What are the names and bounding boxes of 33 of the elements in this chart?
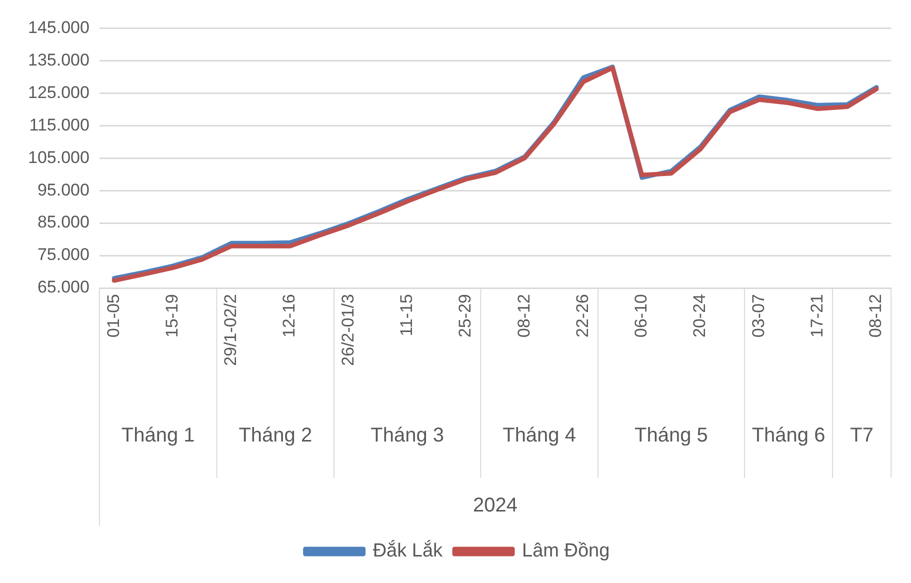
y-tick-label: 105.000 <box>28 148 90 167</box>
x-tick-label: 26/2-01/3 <box>338 294 358 366</box>
x-tick-label: 08-12 <box>514 294 534 338</box>
x-tick-label: 15-19 <box>162 294 182 338</box>
y-tick-label: 145.000 <box>28 18 90 37</box>
y-tick-label: 85.000 <box>37 212 90 232</box>
x-tick-label: 29/1-02/2 <box>221 294 240 366</box>
text: 2024 <box>473 494 518 517</box>
y-tick-label: 125.000 <box>28 82 90 102</box>
legend-label: Lâm Đồng <box>522 540 610 562</box>
x-tick-label: 22-26 <box>572 294 592 338</box>
x-tick-label: 03-07 <box>748 294 768 338</box>
x-tick-label: 20-24 <box>690 294 710 338</box>
text: Tháng 6 <box>752 424 826 447</box>
x-tick-label: 06-10 <box>632 294 651 338</box>
text: Tháng 3 <box>370 424 444 447</box>
y-tick-label: 115.000 <box>29 115 90 134</box>
y-tick-label: 95.000 <box>37 180 90 200</box>
y-tick-label: 75.000 <box>37 245 90 264</box>
text: T7 <box>850 424 874 447</box>
text: Tháng 2 <box>238 424 312 447</box>
y-tick-label: 135.000 <box>28 50 90 70</box>
x-tick-label: 08-12 <box>866 294 886 338</box>
x-tick-label: 12-16 <box>280 294 299 338</box>
x-tick-label: 17-21 <box>808 294 827 338</box>
x-tick-label: 11-15 <box>397 294 416 336</box>
legend-label: Đắk Lắk <box>372 540 444 562</box>
text: Tháng 1 <box>121 424 195 447</box>
text: Tháng 5 <box>634 424 708 447</box>
text: Tháng 4 <box>502 424 576 447</box>
y-tick-label: 65.000 <box>37 278 90 297</box>
x-tick-label: 25-29 <box>456 294 475 338</box>
x-tick-label: 01-05 <box>104 294 123 338</box>
